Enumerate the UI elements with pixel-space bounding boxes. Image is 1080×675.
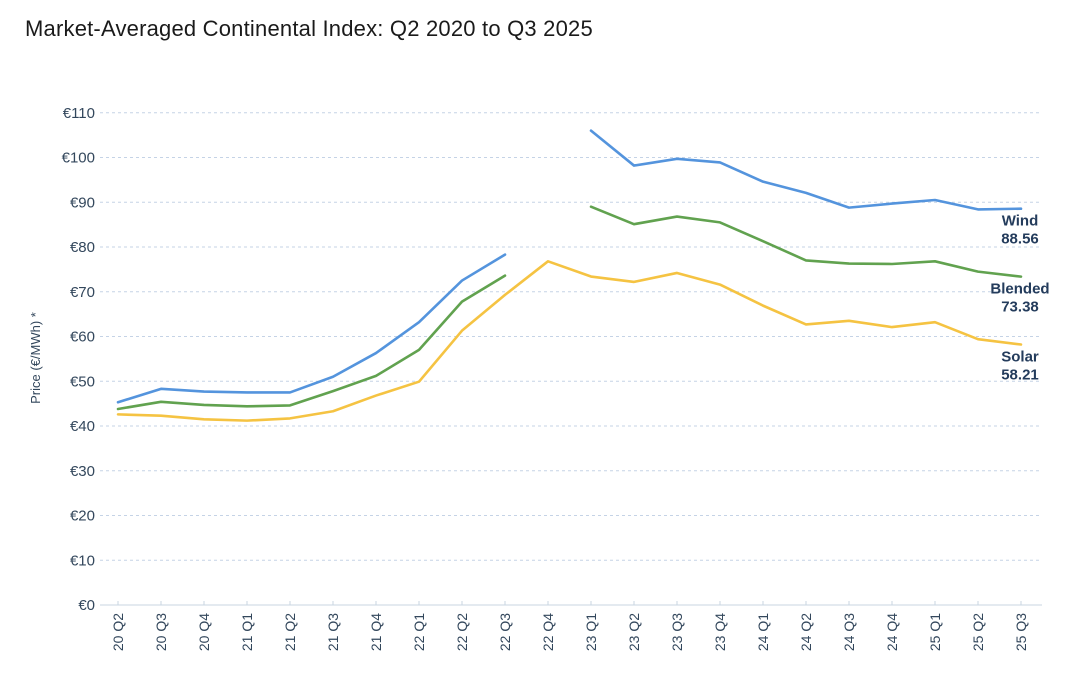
series-end-value-blended: 73.38: [1001, 299, 1039, 316]
series-end-label-solar: Solar: [1001, 349, 1039, 366]
x-tick-label: 21 Q4: [368, 613, 384, 651]
series-end-value-wind: 88.56: [1001, 231, 1039, 248]
x-tick-label: 23 Q2: [626, 613, 642, 651]
x-tick-label: 25 Q1: [927, 613, 943, 651]
chart-title: Market-Averaged Continental Index: Q2 20…: [25, 16, 593, 41]
y-tick-label: €100: [62, 150, 95, 167]
x-tick-label: 22 Q2: [454, 613, 470, 651]
series-line-blended: [116, 274, 507, 411]
x-tick-label: 21 Q2: [282, 613, 298, 651]
y-tick-label: €110: [63, 105, 95, 122]
series-line-wind: [116, 253, 507, 404]
x-tick-label: 24 Q1: [755, 613, 771, 651]
x-tick-label: 22 Q4: [540, 613, 556, 651]
y-tick-label: €90: [70, 194, 95, 211]
x-tick-label: 25 Q2: [970, 613, 986, 651]
y-tick-label: €20: [70, 508, 95, 525]
y-axis-title: Price (€/MWh) *: [28, 312, 43, 404]
x-tick-label: 20 Q4: [196, 613, 212, 651]
x-tick-label: 24 Q2: [798, 613, 814, 651]
series-end-value-solar: 58.21: [1001, 367, 1039, 384]
x-tick-label: 24 Q4: [884, 613, 900, 651]
series-line-blended: [589, 205, 1023, 278]
series-end-label-blended: Blended: [990, 281, 1049, 298]
x-tick-label: 24 Q3: [841, 613, 857, 651]
series-line-wind: [589, 129, 1023, 211]
y-tick-label: €60: [70, 329, 95, 346]
series-end-label-wind: Wind: [1002, 213, 1039, 230]
series-line-solar: [116, 260, 1023, 422]
x-tick-label: 23 Q4: [712, 613, 728, 651]
x-tick-label: 21 Q1: [239, 613, 255, 651]
x-tick-label: 22 Q3: [497, 613, 513, 651]
y-tick-label: €70: [70, 284, 95, 301]
x-tick-label: 20 Q3: [153, 613, 169, 651]
y-tick-label: €50: [70, 373, 95, 390]
x-tick-label: 21 Q3: [325, 613, 341, 651]
y-tick-label: €30: [70, 463, 95, 480]
y-tick-label: €40: [70, 418, 95, 435]
x-tick-label: 20 Q2: [110, 613, 126, 651]
x-tick-label: 22 Q1: [411, 613, 427, 651]
x-tick-label: 23 Q3: [669, 613, 685, 651]
y-tick-label: €80: [70, 239, 95, 256]
x-tick-label: 23 Q1: [583, 613, 599, 651]
y-tick-label: €10: [70, 552, 95, 569]
y-tick-label: €0: [78, 597, 95, 614]
x-tick-label: 25 Q3: [1013, 613, 1029, 651]
